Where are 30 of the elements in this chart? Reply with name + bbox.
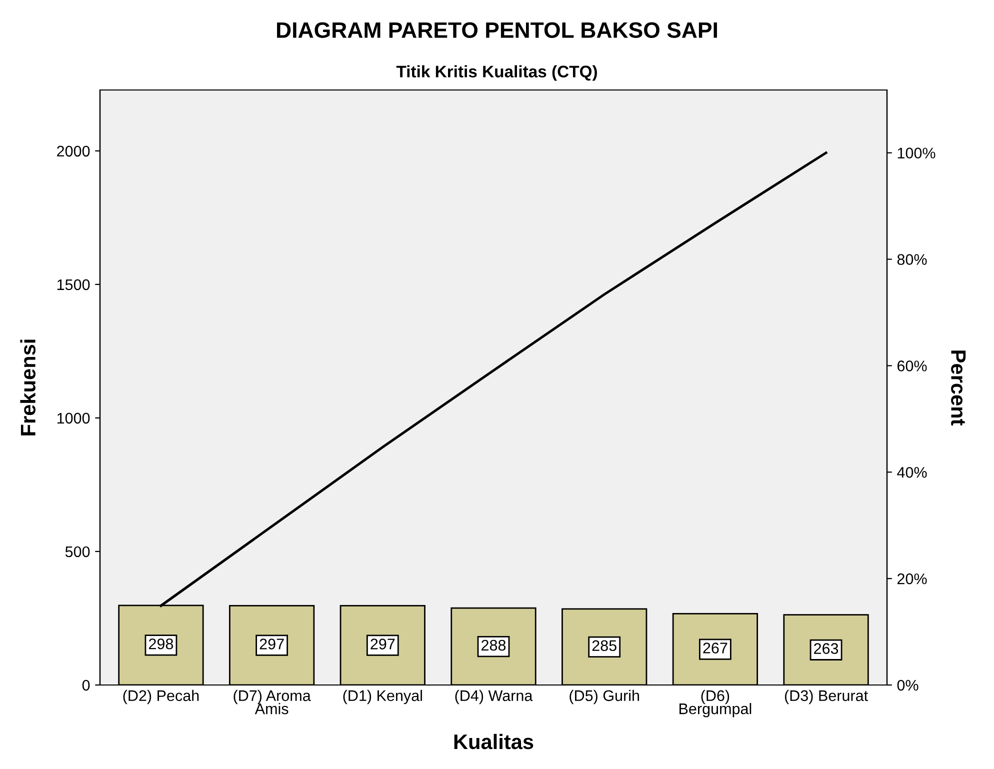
chart-title: DIAGRAM PARETO PENTOL BAKSO SAPI [277,22,717,38]
y-tick-label: 1500 [57,279,90,290]
y-tick-label: 1000 [57,412,90,424]
data-label: 297 [260,638,284,650]
y2-tick-label: 0% [897,680,918,691]
x-tick-label: (D3) Berurat [784,690,868,704]
y2-tick-label: 20% [897,573,927,584]
y-tick-label: 2000 [57,146,90,157]
data-label: 288 [482,640,506,651]
x-tick-label: (D6) Bergumpal [680,690,752,718]
chart-subtitle: Titik Kritis Kualitas (CTQ) [396,65,597,81]
x-tick-label: (D4) Warna [455,690,533,704]
x-tick-label: (D5) Gurih [570,690,640,704]
y-tick-label: 500 [65,546,90,558]
data-label: 267 [703,642,728,654]
x-axis-title: Kualitas [454,734,534,750]
data-label: 298 [148,638,174,650]
y-tick-label: 0 [82,680,90,691]
y2-tick-label: 40% [897,466,927,478]
x-tick-label: (D7) Aroma Amis [234,690,311,714]
data-label: 263 [814,643,838,654]
x-tick-label: (D1) Kenyal [343,690,422,704]
data-label: 297 [370,638,395,650]
y2-axis-title: Percent [951,350,966,426]
y-axis-title: Frekuensi [20,340,36,436]
y2-tick-label: 100% [898,148,936,158]
y2-tick-label: 60% [898,360,927,372]
x-tick-label: (D2) Pecah [123,690,199,704]
data-label: 285 [592,640,616,652]
y2-tick-label: 80% [897,254,927,265]
